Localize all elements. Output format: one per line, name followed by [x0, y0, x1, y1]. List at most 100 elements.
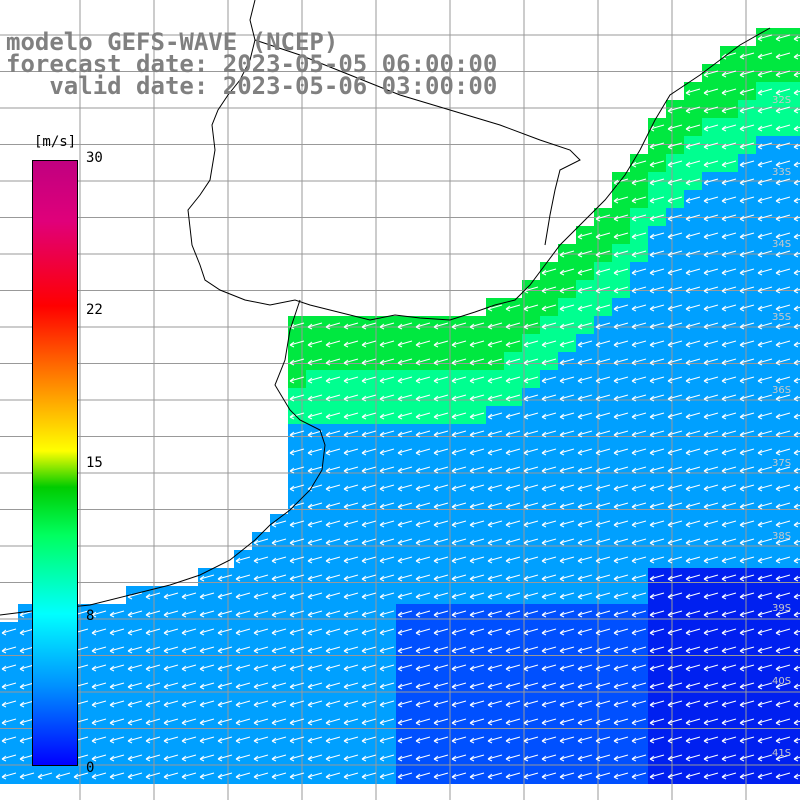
wind-arrow: [577, 250, 593, 258]
wind-arrow: [793, 593, 800, 600]
wind-arrow: [721, 106, 737, 114]
wind-arrow: [523, 736, 539, 744]
wind-arrow: [685, 646, 701, 654]
wind-arrow: [361, 322, 377, 330]
wind-arrow: [397, 574, 413, 582]
wind-arrow: [199, 628, 215, 636]
wind-arrow: [793, 413, 800, 420]
wind-arrow: [271, 718, 287, 726]
wind-arrow: [613, 412, 629, 420]
wind-arrow: [631, 754, 647, 762]
wind-arrow: [487, 484, 503, 492]
wind-arrow: [1, 736, 17, 744]
wind-arrow: [649, 304, 665, 312]
wind-arrow: [721, 214, 737, 222]
wind-arrow: [739, 214, 755, 222]
wind-arrow: [775, 70, 791, 78]
wind-arrow: [397, 430, 413, 438]
wind-arrow: [361, 412, 377, 420]
wind-arrow: [541, 682, 557, 690]
wind-arrow: [343, 772, 359, 780]
wind-arrow: [631, 250, 647, 258]
wind-arrow: [649, 754, 665, 762]
wind-arrow: [793, 431, 800, 438]
wind-arrow: [433, 448, 449, 456]
lat-label: 36S: [772, 385, 792, 396]
wind-arrow: [559, 646, 575, 654]
wind-arrow: [109, 628, 125, 636]
wind-arrow: [595, 628, 611, 636]
wind-arrow: [469, 628, 485, 636]
wind-arrow: [523, 520, 539, 528]
wind-arrow: [757, 610, 773, 618]
wind-arrow: [739, 538, 755, 546]
wind-arrow: [775, 520, 791, 528]
wind-arrow: [217, 610, 233, 618]
wind-arrow: [199, 664, 215, 672]
wind-arrow: [487, 772, 503, 780]
wind-arrow: [631, 484, 647, 492]
wind-arrow: [721, 520, 737, 528]
wind-arrow: [523, 772, 539, 780]
wind-arrow: [541, 610, 557, 618]
wind-arrow: [505, 484, 521, 492]
wind-arrow: [127, 700, 143, 708]
wind-arrow: [559, 412, 575, 420]
wind-arrow: [649, 610, 665, 618]
wind-arrow: [397, 538, 413, 546]
wind-arrow: [217, 700, 233, 708]
wind-arrow: [379, 592, 395, 600]
wind-arrow: [595, 394, 611, 402]
wind-arrow: [379, 772, 395, 780]
wind-arrow: [541, 754, 557, 762]
wind-arrow: [721, 412, 737, 420]
wind-arrow: [577, 232, 593, 240]
wind-arrow: [775, 106, 791, 114]
wind-arrow: [181, 664, 197, 672]
wind-arrow: [775, 196, 791, 204]
wind-arrow: [595, 322, 611, 330]
wind-arrow: [505, 538, 521, 546]
wind-arrow: [469, 394, 485, 402]
wind-arrow: [649, 412, 665, 420]
wind-arrow: [469, 736, 485, 744]
wind-arrow: [793, 89, 800, 96]
wind-arrow: [253, 754, 269, 762]
wind-arrow: [793, 539, 800, 546]
wind-arrow: [343, 376, 359, 384]
wind-arrow: [793, 251, 800, 258]
wind-arrow: [181, 700, 197, 708]
wind-arrow: [739, 700, 755, 708]
wind-arrow: [379, 736, 395, 744]
wind-arrow: [289, 664, 305, 672]
wind-arrow: [343, 646, 359, 654]
wind-arrow: [325, 484, 341, 492]
wind-arrow: [379, 628, 395, 636]
wind-arrow: [325, 718, 341, 726]
wind-arrow: [793, 305, 800, 312]
wind-arrow: [631, 628, 647, 636]
wind-arrow: [361, 358, 377, 366]
wind-arrow: [721, 160, 737, 168]
wind-arrow: [289, 700, 305, 708]
wind-arrow: [649, 448, 665, 456]
colorbar-tick-22: 22: [86, 302, 103, 318]
wind-arrow: [631, 358, 647, 366]
wind-arrow: [793, 161, 800, 168]
wind-arrow: [379, 502, 395, 510]
wind-arrow: [469, 538, 485, 546]
wind-arrow: [541, 322, 557, 330]
wind-arrow: [721, 304, 737, 312]
wind-arrow: [91, 682, 107, 690]
wind-arrow: [271, 556, 287, 564]
wind-arrow: [451, 664, 467, 672]
wind-arrow: [559, 250, 575, 258]
wind-arrow: [757, 142, 773, 150]
wind-arrow: [667, 394, 683, 402]
wind-arrow: [469, 556, 485, 564]
coastline: [0, 0, 771, 616]
wind-arrow: [541, 412, 557, 420]
wind-arrow: [451, 574, 467, 582]
wind-arrow: [235, 628, 251, 636]
wind-arrow: [235, 556, 251, 564]
